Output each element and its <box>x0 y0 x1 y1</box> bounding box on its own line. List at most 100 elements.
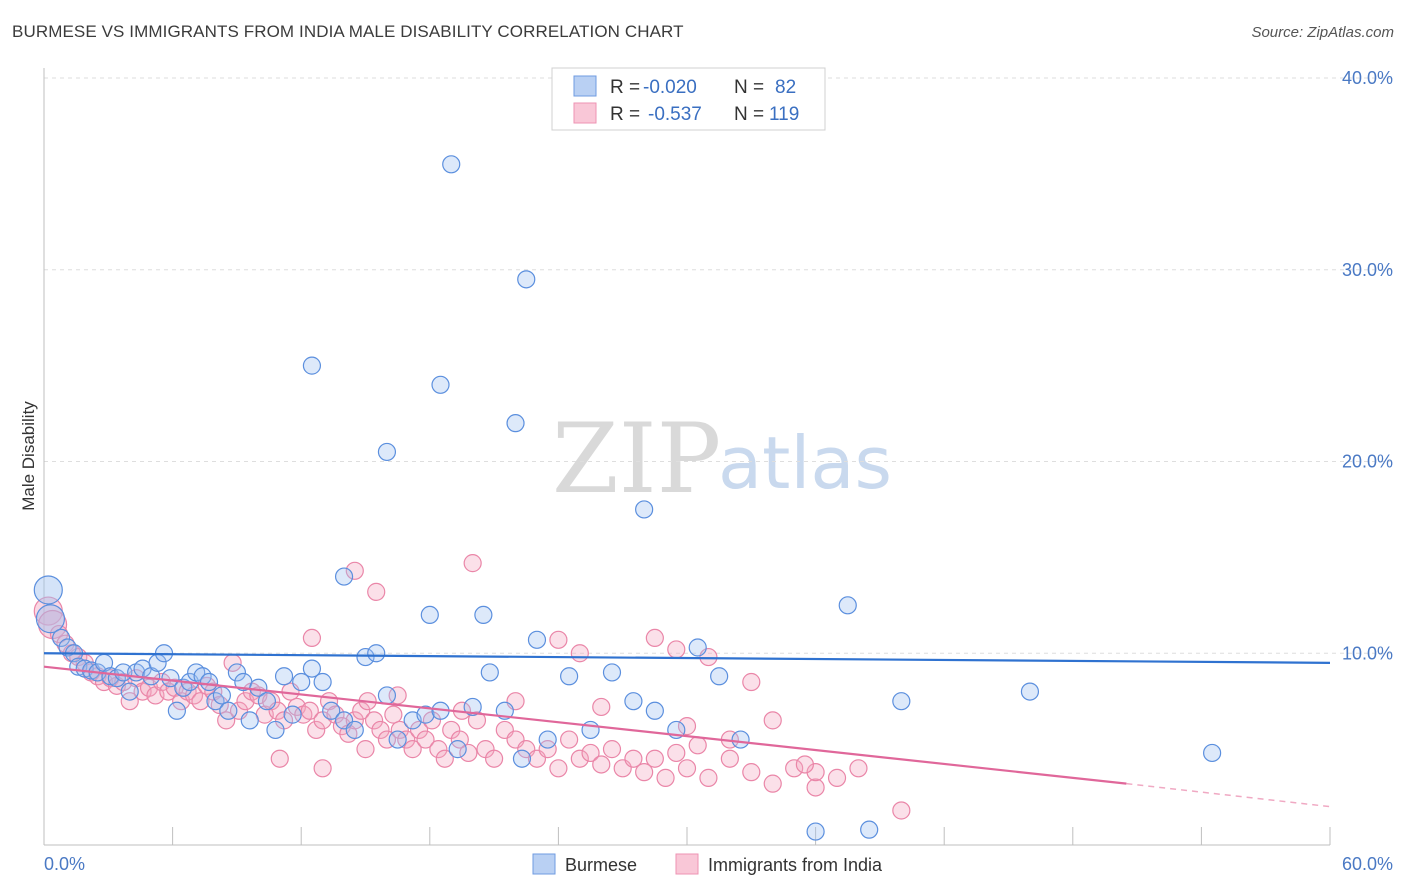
y-tick-label: 10.0% <box>1342 643 1393 663</box>
burmese-point <box>710 667 729 686</box>
series-india-points <box>33 554 911 820</box>
india-point <box>602 740 622 759</box>
burmese-point <box>249 678 268 697</box>
burmese-point <box>388 730 407 749</box>
y-axis-label: Male Disability <box>19 401 38 511</box>
india-point <box>384 705 403 724</box>
burmese-point <box>240 711 259 730</box>
india-point <box>538 740 557 759</box>
india-point <box>459 743 478 763</box>
india-point <box>635 763 654 782</box>
india-point <box>549 759 568 778</box>
legend-n-value-burmese: 82 <box>775 77 796 98</box>
india-point <box>592 755 611 774</box>
y-tick-label: 30.0% <box>1342 260 1393 280</box>
india-point <box>849 759 868 778</box>
india-point <box>667 640 686 659</box>
burmese-point <box>219 701 238 720</box>
watermark-zip: ZIP <box>552 403 721 515</box>
burmese-point <box>416 705 435 724</box>
india-point <box>742 763 761 782</box>
burmese-point <box>527 630 547 649</box>
burmese-point <box>377 686 397 705</box>
burmese-point <box>624 692 643 711</box>
burmese-point <box>602 663 622 682</box>
burmese-point <box>1020 682 1040 701</box>
burmese-point <box>838 596 857 615</box>
burmese-point <box>480 663 499 682</box>
india-point <box>763 711 782 730</box>
burmese-point <box>463 697 482 717</box>
india-point <box>429 740 448 759</box>
x-tick-label-min: 0.0% <box>44 854 85 874</box>
legend-n-label-burmese: N = <box>734 77 764 98</box>
india-point <box>485 749 504 768</box>
legend-r-label-burmese: R = <box>610 77 640 98</box>
burmese-point <box>731 730 750 749</box>
india-point <box>742 672 761 692</box>
burmese-point <box>420 605 439 625</box>
burmese-point <box>167 701 186 720</box>
burmese-point <box>283 705 302 724</box>
india-point <box>720 749 739 768</box>
burmese-point <box>356 647 375 667</box>
india-point <box>409 720 429 740</box>
burmese-point <box>431 375 450 394</box>
burmese-point <box>334 567 354 586</box>
india-point <box>806 778 825 797</box>
legend-n-label-india: N = <box>734 104 764 125</box>
x-tick-label-max: 60.0% <box>1342 854 1393 874</box>
india-point <box>120 692 139 711</box>
burmese-point <box>806 822 825 841</box>
legend-n-value-india: 119 <box>769 104 799 125</box>
burmese-point <box>560 667 579 686</box>
india-point <box>581 743 600 763</box>
bottom-legend-label-india: Immigrants from India <box>708 855 883 875</box>
burmese-point <box>474 605 493 625</box>
india-point <box>467 711 487 730</box>
burmese-point <box>274 667 294 686</box>
burmese-point <box>442 155 461 174</box>
india-point <box>364 711 384 730</box>
legend-r-value-burmese: -0.020 <box>643 77 697 98</box>
burmese-point <box>35 604 66 634</box>
legend-box: R = -0.020 N = 82 R = -0.537 N = 119 <box>551 67 826 131</box>
india-point <box>191 692 210 711</box>
india-point <box>892 801 911 820</box>
burmese-point <box>322 701 341 720</box>
burmese-point <box>313 672 332 692</box>
burmese-point <box>538 730 557 749</box>
burmese-point <box>448 740 467 759</box>
burmese-point <box>161 669 180 688</box>
burmese-point <box>688 638 707 657</box>
burmese-point <box>367 644 386 663</box>
india-point <box>307 720 326 740</box>
india-point <box>313 759 332 778</box>
india-point <box>699 768 718 787</box>
india-point <box>367 582 386 601</box>
india-point <box>624 749 643 768</box>
burmese-point <box>292 672 311 692</box>
india-point <box>270 749 289 768</box>
legend-swatch-burmese <box>573 75 597 97</box>
india-point <box>377 730 397 749</box>
burmese-point <box>120 682 139 701</box>
india-point <box>300 701 319 720</box>
burmese-point <box>266 720 285 740</box>
india-point <box>262 692 281 711</box>
india-point <box>371 720 390 740</box>
watermark-atlas: atlas <box>718 421 892 505</box>
india-point <box>677 717 697 736</box>
legend-frame <box>551 67 826 131</box>
india-point <box>667 743 686 763</box>
burmese-point <box>227 663 246 682</box>
india-point <box>560 730 579 749</box>
y-tick-label: 40.0% <box>1342 68 1393 88</box>
india-point <box>352 701 371 720</box>
india-point <box>677 759 697 778</box>
burmese-point <box>517 270 536 289</box>
bottom-legend-swatch-india <box>675 853 699 875</box>
bottom-legend: Burmese Immigrants from India <box>532 853 883 875</box>
gridlines <box>44 77 1393 654</box>
